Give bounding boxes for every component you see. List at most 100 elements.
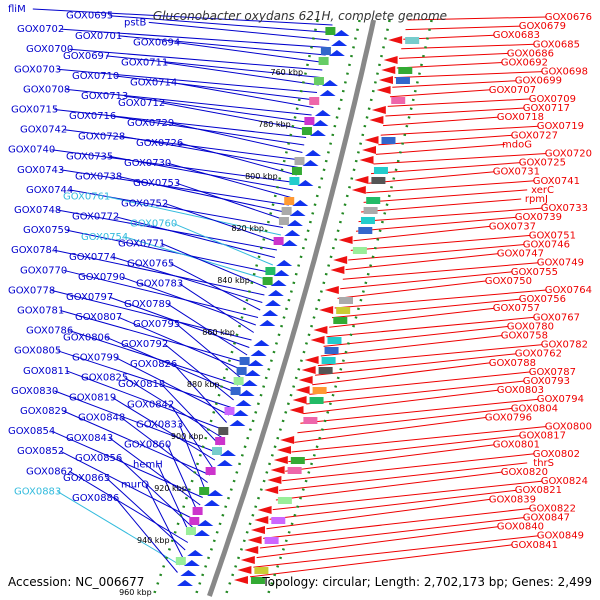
- gene-label[interactable]: GOX0751: [529, 230, 576, 241]
- gene-label[interactable]: GOX0683: [493, 30, 540, 41]
- gene-label[interactable]: GOX0686: [507, 48, 554, 59]
- gene-label[interactable]: GOX0797: [66, 292, 113, 303]
- gene-label[interactable]: GOX0750: [485, 276, 532, 287]
- gene-label[interactable]: GOX0709: [529, 94, 576, 105]
- gene-label[interactable]: GOX0792: [121, 339, 168, 350]
- gene-label[interactable]: GOX0700: [26, 44, 73, 55]
- gene-label[interactable]: GOX0852: [17, 446, 64, 457]
- gene-label[interactable]: GOX0819: [69, 393, 116, 404]
- gene-label[interactable]: GOX0802: [533, 449, 580, 460]
- gene-label[interactable]: GOX0796: [485, 412, 532, 423]
- gene-label[interactable]: GOX0805: [14, 346, 61, 357]
- gene-label[interactable]: GOX0743: [17, 165, 64, 176]
- gene-label[interactable]: GOX0781: [17, 306, 64, 317]
- gene-label[interactable]: fliM: [8, 4, 26, 15]
- gene-label[interactable]: GOX0708: [23, 84, 70, 95]
- gene-label[interactable]: GOX0803: [497, 385, 544, 396]
- gene-label[interactable]: GOX0790: [78, 272, 125, 283]
- gene-label[interactable]: GOX0727: [511, 130, 558, 141]
- gene-label[interactable]: GOX0756: [519, 294, 566, 305]
- gene-label[interactable]: GOX0733: [541, 203, 588, 214]
- reverse-gene-labels[interactable]: GOX0676GOX0679GOX0683GOX0685GOX0686GOX06…: [485, 12, 592, 551]
- gene-label[interactable]: GOX0818: [118, 379, 165, 390]
- gene-label[interactable]: GOX0860: [124, 440, 171, 451]
- gene-label[interactable]: GOX0765: [127, 259, 174, 270]
- gene-label[interactable]: GOX0699: [515, 76, 562, 87]
- gene-label[interactable]: mdoG: [502, 139, 532, 150]
- forward-gene-labels[interactable]: fliM GOX0695 pstB GOX0702 GOX0701 GOX0694 GOX0…: [8, 4, 183, 504]
- gene-label[interactable]: GOX0692: [501, 58, 548, 69]
- gene-label[interactable]: GOX0764: [545, 285, 592, 296]
- gene-label[interactable]: GOX0702: [17, 24, 64, 35]
- gene-label[interactable]: GOX0830: [11, 386, 58, 397]
- gene-label[interactable]: GOX0725: [519, 158, 566, 169]
- gene-label[interactable]: GOX0787: [529, 367, 576, 378]
- gene-label[interactable]: GOX0782: [541, 340, 588, 351]
- gene-label[interactable]: GOX0746: [523, 240, 570, 251]
- gene-label[interactable]: GOX0780: [507, 321, 554, 332]
- gene-label[interactable]: GOX0843: [66, 433, 113, 444]
- gene-label[interactable]: GOX0679: [519, 21, 566, 32]
- gene-label[interactable]: GOX0822: [529, 503, 576, 514]
- gene-label[interactable]: GOX0754: [81, 232, 128, 243]
- gene-label[interactable]: hemH: [133, 460, 163, 471]
- gene-label[interactable]: GOX0817: [519, 431, 566, 442]
- gene-label[interactable]: GOX0807: [75, 312, 122, 323]
- gene-label[interactable]: GOX0730: [124, 158, 171, 169]
- gene-label[interactable]: GOX0713: [81, 91, 128, 102]
- gene-label[interactable]: GOX0848: [78, 413, 125, 424]
- gene-label[interactable]: GOX0757: [493, 303, 540, 314]
- gene-label[interactable]: GOX0735: [66, 151, 113, 162]
- gene-label[interactable]: GOX0740: [8, 145, 55, 156]
- gene-label[interactable]: GOX0726: [136, 138, 183, 149]
- gene-label[interactable]: GOX0847: [523, 513, 570, 524]
- gene-label[interactable]: GOX0719: [537, 121, 584, 132]
- gene-label[interactable]: GOX0854: [8, 426, 55, 437]
- gene-label[interactable]: GOX0711: [121, 58, 168, 69]
- gene-label[interactable]: GOX0759: [23, 225, 70, 236]
- gene-label[interactable]: GOX0701: [75, 31, 122, 42]
- gene-label[interactable]: GOX0753: [133, 178, 180, 189]
- gene-label[interactable]: GOX0748: [14, 205, 61, 216]
- gene-label[interactable]: GOX0778: [8, 285, 55, 296]
- gene-label[interactable]: GOX0795: [133, 319, 180, 330]
- gene-label[interactable]: GOX0710: [72, 71, 119, 82]
- gene-label[interactable]: GOX0712: [118, 98, 165, 109]
- gene-label[interactable]: GOX0747: [497, 249, 544, 260]
- gene-label[interactable]: GOX0760: [130, 218, 177, 229]
- gene-label[interactable]: GOX0739: [515, 212, 562, 223]
- gene-label[interactable]: GOX0744: [26, 185, 73, 196]
- gene-label[interactable]: GOX0799: [72, 352, 119, 363]
- gene-label[interactable]: GOX0731: [493, 167, 540, 178]
- gene-label[interactable]: GOX0806: [63, 332, 110, 343]
- gene-label[interactable]: GOX0737: [489, 221, 536, 232]
- gene-label[interactable]: GOX0849: [537, 531, 584, 542]
- gene-label[interactable]: GOX0865: [63, 473, 110, 484]
- gene-label[interactable]: GOX0676: [545, 12, 592, 23]
- gene-label[interactable]: GOX0716: [69, 111, 116, 122]
- gene-label[interactable]: GOX0752: [121, 198, 168, 209]
- gene-label[interactable]: GOX0714: [130, 78, 177, 89]
- gene-label[interactable]: murQ: [121, 480, 149, 491]
- gene-label[interactable]: thrS: [533, 458, 554, 469]
- gene-label[interactable]: GOX0761: [63, 192, 110, 203]
- gene-label[interactable]: GOX0883: [14, 486, 61, 497]
- gene-label[interactable]: GOX0811: [23, 366, 70, 377]
- gene-label[interactable]: GOX0720: [545, 149, 592, 160]
- gene-label[interactable]: GOX0824: [541, 476, 588, 487]
- gene-label[interactable]: GOX0728: [78, 131, 125, 142]
- gene-label[interactable]: pstB: [124, 17, 146, 28]
- gene-label[interactable]: GOX0755: [511, 267, 558, 278]
- gene-label[interactable]: GOX0749: [537, 258, 584, 269]
- gene-label[interactable]: GOX0762: [515, 349, 562, 360]
- gene-label[interactable]: GOX0786: [26, 326, 73, 337]
- gene-label[interactable]: GOX0742: [20, 125, 67, 136]
- gene-label[interactable]: GOX0886: [72, 493, 119, 504]
- gene-label[interactable]: GOX0697: [63, 51, 110, 62]
- gene-label[interactable]: GOX0703: [14, 64, 61, 75]
- gene-label[interactable]: GOX0842: [127, 399, 174, 410]
- gene-label[interactable]: GOX0793: [523, 376, 570, 387]
- gene-label[interactable]: GOX0825: [81, 373, 128, 384]
- gene-label[interactable]: GOX0685: [533, 39, 580, 50]
- gene-label[interactable]: GOX0862: [26, 466, 73, 477]
